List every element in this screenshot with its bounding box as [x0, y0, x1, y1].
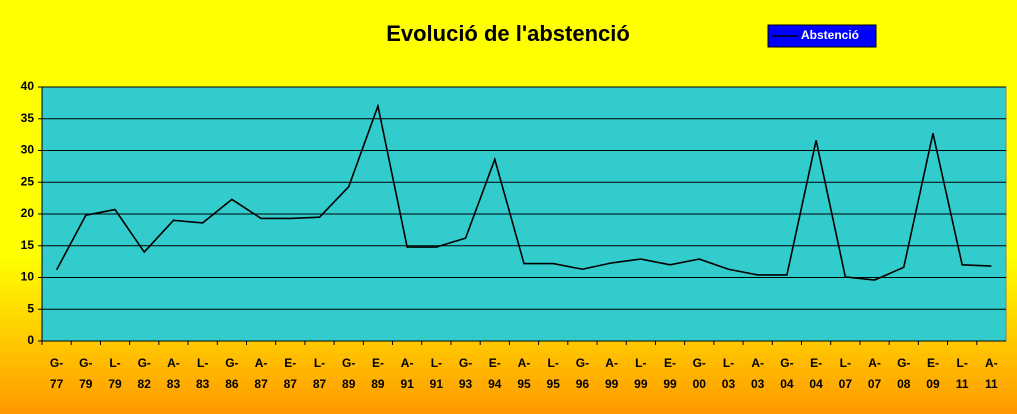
legend-label: Abstenció: [801, 28, 859, 42]
y-tick-label: 40: [21, 79, 35, 93]
x-tick-label: E-99: [663, 356, 677, 391]
x-tick-label: G-93: [458, 356, 473, 391]
y-tick-label: 30: [21, 143, 35, 157]
y-tick-label: 10: [21, 270, 35, 284]
x-tick-label: L-03: [721, 356, 736, 391]
x-tick-label: L-07: [838, 356, 852, 391]
x-tick-label: A-07: [867, 356, 882, 391]
y-tick-label: 20: [21, 206, 35, 220]
legend-box: [767, 24, 877, 48]
y-tick-label: 25: [21, 174, 35, 188]
x-tick-label: G-89: [342, 356, 356, 391]
x-tick-label: G-04: [780, 356, 794, 391]
x-tick-label: A-99: [604, 356, 619, 391]
x-tick-label: G-79: [79, 356, 93, 391]
x-tick-label: L-91: [429, 356, 444, 391]
x-tick-label: A-95: [517, 356, 531, 391]
y-tick-label: 15: [21, 238, 35, 252]
x-tick-label: E-94: [488, 356, 502, 391]
y-tick-label: 5: [27, 301, 34, 315]
x-tick-label: L-95: [546, 356, 560, 391]
x-tick-label: G-96: [575, 356, 590, 391]
x-tick-label: A-11: [985, 356, 998, 391]
x-tick-label: A-83: [166, 356, 181, 391]
x-tick-label: L-83: [195, 356, 210, 391]
chart-title: Evolució de l'abstenció: [386, 21, 630, 46]
x-tick-label: L-11: [955, 356, 969, 391]
y-tick-label: 35: [21, 111, 35, 125]
y-tick-label: 0: [27, 333, 34, 347]
x-tick-label: E-89: [371, 356, 385, 391]
x-tick-label: G-08: [897, 356, 911, 391]
x-tick-label: E-09: [926, 356, 940, 391]
x-tick-label: E-04: [809, 356, 823, 391]
x-tick-label: G-86: [225, 356, 239, 391]
x-tick-label: G-77: [49, 356, 64, 391]
line: [55, 103, 992, 281]
x-tick-label: G-82: [137, 356, 151, 391]
x-tick-label: L-99: [634, 356, 648, 391]
x-tick-label: G-00: [692, 356, 706, 391]
x-tick-label: A-03: [751, 356, 765, 391]
x-tick-label: E-87: [283, 356, 297, 391]
x-tick-label: L-87: [312, 356, 327, 391]
x-tick-label: L-79: [108, 356, 122, 391]
x-tick-label: A-91: [400, 356, 414, 391]
x-tick-label: A-87: [254, 356, 268, 391]
